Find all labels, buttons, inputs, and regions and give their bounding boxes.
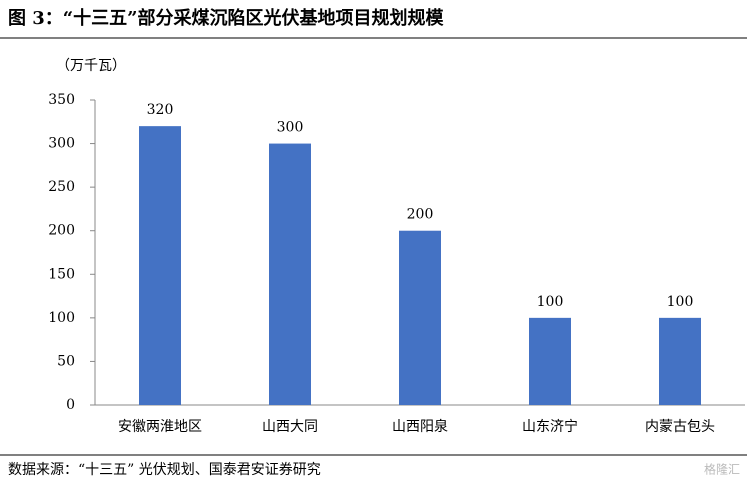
y-tick-label: 250: [48, 179, 75, 195]
value-label: 320: [147, 102, 174, 118]
y-tick-label: 100: [48, 310, 75, 326]
y-tick-label: 200: [48, 223, 75, 239]
x-tick-label: 山西阳泉: [392, 418, 448, 435]
value-label: 200: [407, 207, 434, 223]
bar: [139, 126, 181, 406]
watermark: 格隆汇: [704, 462, 740, 477]
bar: [529, 317, 571, 405]
value-label: 100: [537, 294, 564, 310]
x-tick-label: 山东济宁: [522, 418, 578, 435]
y-tick-label: 150: [48, 266, 75, 282]
bar: [659, 317, 701, 405]
y-tick-label: 300: [48, 136, 75, 152]
y-tick-label: 350: [48, 92, 75, 108]
bar: [269, 143, 311, 406]
value-label: 300: [277, 120, 304, 136]
unit-label: （万千瓦）: [56, 58, 126, 74]
x-tick-label: 安徽两淮地区: [118, 419, 202, 435]
y-tick-label: 50: [57, 353, 75, 369]
source: 数据来源：“十三五” 光伏规划、国泰君安证券研究: [8, 462, 321, 478]
value-label: 100: [667, 294, 694, 310]
x-tick-label: 山西大同: [262, 419, 318, 435]
chart-title: 图 3：“十三五”部分采煤沉陷区光伏基地项目规划规模: [8, 7, 444, 29]
y-tick-label: 0: [66, 397, 75, 413]
x-tick-label: 内蒙古包头: [645, 419, 715, 435]
bar: [399, 230, 441, 405]
